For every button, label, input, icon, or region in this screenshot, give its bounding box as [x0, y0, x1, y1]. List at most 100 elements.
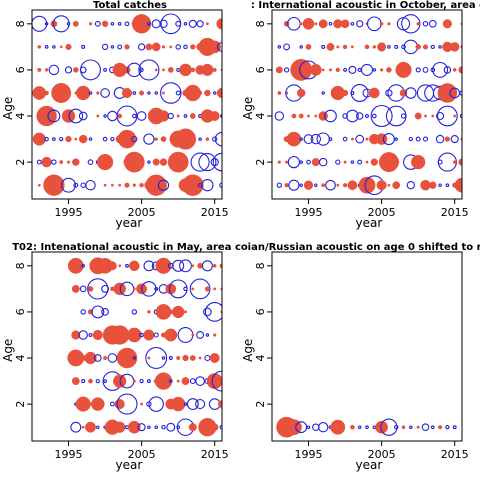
positive-residual-bubble	[117, 129, 137, 149]
positive-residual-bubble	[114, 399, 125, 410]
negative-residual-bubble	[147, 160, 151, 164]
negative-residual-bubble	[288, 179, 300, 191]
positive-residual-bubble	[103, 183, 107, 187]
positive-residual-bubble	[140, 402, 144, 406]
negative-residual-bubble	[117, 44, 123, 50]
negative-residual-bubble	[211, 370, 222, 392]
negative-residual-bubble	[299, 183, 303, 187]
positive-residual-bubble	[277, 160, 281, 164]
positive-residual-bubble	[438, 425, 443, 430]
negative-residual-bubble	[132, 113, 137, 119]
negative-residual-bubble	[153, 332, 159, 338]
positive-residual-bubble	[164, 328, 178, 342]
positive-residual-bubble	[129, 260, 140, 272]
positive-residual-bubble	[123, 66, 131, 74]
negative-residual-bubble	[430, 44, 435, 50]
positive-residual-bubble	[365, 160, 369, 164]
positive-residual-bubble	[37, 183, 41, 187]
negative-residual-bubble	[214, 131, 222, 147]
positive-residual-bubble	[84, 351, 97, 365]
negative-residual-bubble	[101, 308, 109, 316]
negative-residual-bubble	[408, 136, 413, 142]
negative-residual-bubble	[78, 111, 88, 121]
positive-residual-bubble	[176, 379, 180, 383]
positive-residual-bubble	[284, 183, 289, 188]
negative-residual-bubble	[143, 133, 155, 145]
positive-residual-bubble	[326, 42, 335, 51]
positive-residual-bubble	[155, 257, 172, 274]
panel-title: T02: Intenational acoustic in May, area …	[12, 242, 248, 253]
negative-residual-bubble	[139, 67, 144, 73]
negative-residual-bubble	[81, 263, 86, 268]
negative-residual-bubble	[382, 133, 395, 146]
positive-residual-bubble	[350, 45, 354, 49]
negative-residual-bubble	[81, 379, 86, 384]
x-axis-label: year	[116, 458, 143, 472]
positive-residual-bubble	[350, 137, 354, 141]
negative-residual-bubble	[372, 68, 377, 72]
positive-residual-bubble	[209, 111, 220, 121]
negative-residual-bubble	[415, 67, 421, 73]
positive-residual-bubble	[340, 19, 350, 29]
positive-residual-bubble	[415, 44, 421, 50]
positive-residual-bubble	[342, 183, 348, 188]
negative-residual-bubble	[48, 64, 60, 76]
positive-residual-bubble	[336, 45, 340, 49]
y-tick-label: 8	[254, 262, 267, 269]
negative-residual-bubble	[47, 109, 61, 123]
positive-residual-bubble	[124, 44, 130, 50]
positive-residual-bubble	[132, 287, 136, 291]
positive-residual-bubble	[117, 113, 123, 119]
positive-residual-bubble	[96, 114, 100, 118]
y-tick-label: 6	[254, 308, 267, 315]
negative-residual-bubble	[318, 157, 328, 167]
positive-residual-bubble	[212, 263, 217, 268]
negative-residual-bubble	[186, 398, 199, 411]
positive-residual-bubble	[343, 160, 347, 164]
positive-residual-bubble	[37, 45, 42, 49]
negative-residual-bubble	[325, 179, 336, 191]
positive-residual-bubble	[216, 87, 222, 99]
negative-residual-bubble	[136, 111, 147, 121]
bubble-layer	[67, 257, 222, 437]
negative-residual-bubble	[401, 44, 406, 50]
positive-residual-bubble	[71, 377, 80, 386]
panel-1: Total catches 1995 2005 2015 2 4 6 8 year Age	[1, 0, 229, 230]
positive-residual-bubble	[379, 21, 384, 26]
positive-residual-bubble	[72, 20, 79, 27]
negative-residual-bubble	[312, 423, 320, 431]
negative-residual-bubble	[183, 114, 188, 118]
positive-residual-bubble	[188, 423, 197, 432]
negative-residual-bubble	[355, 112, 364, 120]
positive-residual-bubble	[372, 45, 377, 49]
positive-residual-bubble	[321, 183, 326, 188]
positive-residual-bubble	[145, 174, 167, 196]
negative-residual-bubble	[306, 425, 311, 429]
negative-residual-bubble	[348, 65, 357, 74]
positive-residual-bubble	[318, 19, 328, 29]
negative-residual-bubble	[160, 13, 182, 35]
negative-residual-bubble	[183, 44, 188, 50]
negative-residual-bubble	[283, 43, 291, 51]
positive-residual-bubble	[364, 44, 370, 50]
negative-residual-bubble	[310, 133, 322, 145]
positive-residual-bubble	[205, 137, 210, 141]
negative-residual-bubble	[88, 333, 93, 337]
positive-residual-bubble	[401, 425, 406, 430]
negative-residual-bubble	[366, 16, 382, 32]
negative-residual-bubble	[328, 137, 333, 141]
x-tick-label: 2015	[441, 206, 469, 219]
positive-residual-bubble	[191, 264, 195, 268]
x-tick-label: 1995	[295, 448, 323, 461]
negative-residual-bubble	[276, 182, 282, 188]
positive-residual-bubble	[124, 182, 130, 188]
positive-residual-bubble	[336, 183, 340, 187]
positive-residual-bubble	[379, 68, 384, 72]
positive-residual-bubble	[121, 87, 133, 99]
negative-residual-bubble	[422, 136, 429, 142]
negative-residual-bubble	[148, 396, 164, 412]
negative-residual-bubble	[277, 45, 282, 49]
y-axis-label: Age	[1, 97, 15, 120]
negative-residual-bubble	[172, 259, 185, 272]
bubble-layer	[32, 13, 222, 196]
